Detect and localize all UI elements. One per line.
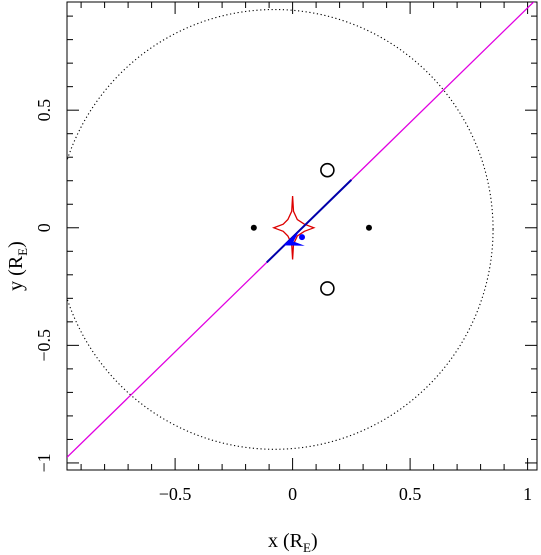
image-marker xyxy=(320,281,335,296)
x-tick-label: 0.5 xyxy=(399,484,422,504)
image-markers xyxy=(320,162,335,296)
y-axis-label: y (RE) xyxy=(5,241,30,291)
y-tick-labels: −1 −0.5 0 0.5 xyxy=(34,99,54,473)
x-axis-label-subscript: E xyxy=(303,540,311,555)
y-tick-label: 0 xyxy=(34,223,54,232)
x-axis-label-close: ) xyxy=(311,530,318,552)
plot-frame xyxy=(66,1,538,471)
axis-ticks xyxy=(67,2,537,470)
lens-markers xyxy=(250,224,372,231)
x-tick-label: 1 xyxy=(523,484,532,504)
x-tick-label: 0 xyxy=(288,484,297,504)
lens-marker xyxy=(365,224,372,231)
plot-area xyxy=(67,2,535,458)
y-tick-label: 0.5 xyxy=(34,99,54,122)
caustic-curve xyxy=(271,195,316,260)
y-axis-label-subscript: E xyxy=(15,248,30,256)
x-tick-labels: −0.5 0 0.5 1 xyxy=(159,484,532,504)
x-axis-label-main: x (R xyxy=(268,530,304,552)
source-position-dot xyxy=(299,234,305,241)
lens-marker xyxy=(250,224,257,231)
y-tick-label: −0.5 xyxy=(34,329,54,362)
y-tick-label: −1 xyxy=(34,453,54,472)
source-track-segment xyxy=(266,179,353,264)
x-tick-label: −0.5 xyxy=(159,484,192,504)
y-axis-label-close: ) xyxy=(5,241,27,248)
image-marker xyxy=(320,162,335,178)
x-axis-label: x (RE) xyxy=(268,530,318,555)
source-direction-arrow xyxy=(283,230,305,246)
einstein-ring xyxy=(67,9,494,450)
y-axis-label-main: y (R xyxy=(5,255,27,291)
